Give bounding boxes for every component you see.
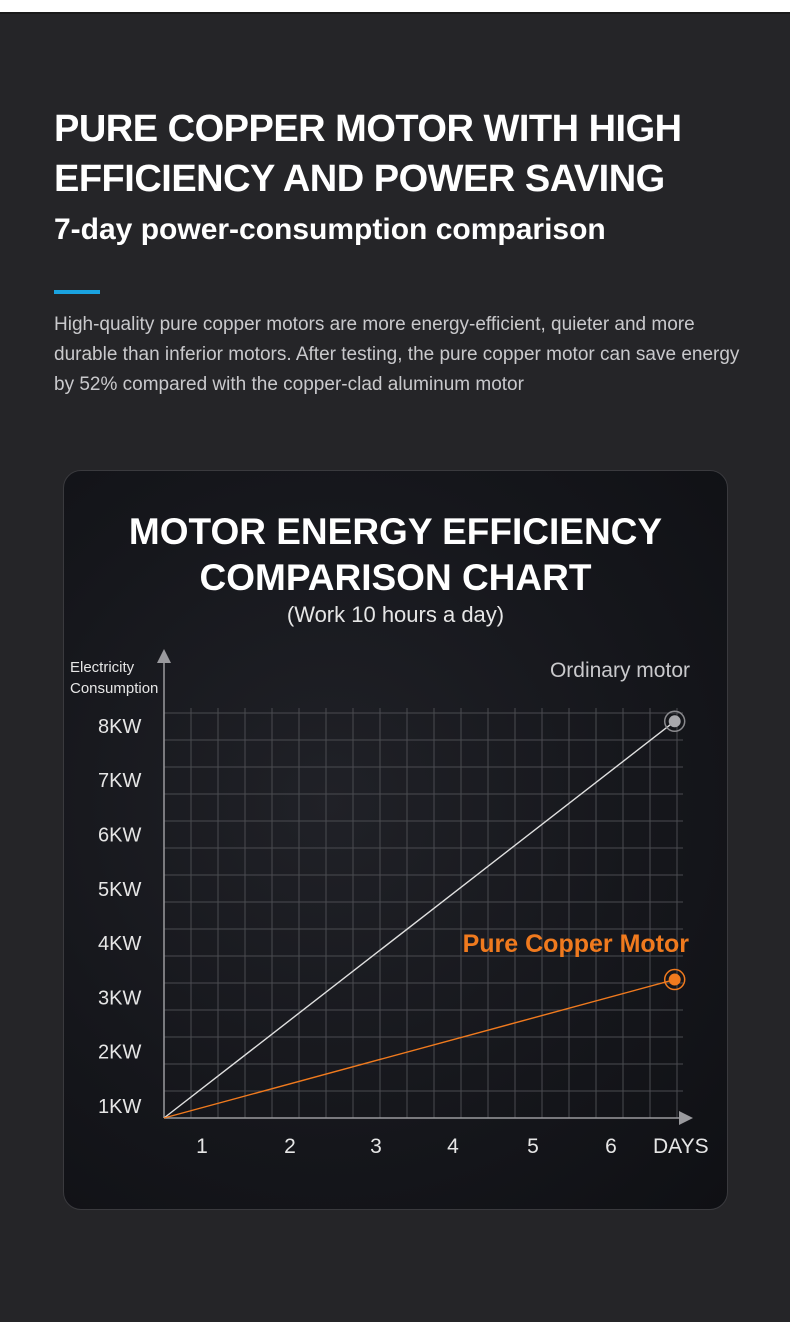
copper-motor-label: Pure Copper Motor — [463, 930, 690, 958]
description-text: High-quality pure copper motors are more… — [54, 314, 740, 395]
x-tick-label: 4 — [447, 1135, 459, 1158]
x-tick-label: 2 — [284, 1135, 296, 1158]
chart-card: MOTOR ENERGY EFFICIENCY COMPARISON CHART… — [63, 470, 728, 1210]
y-axis-arrow — [157, 649, 171, 663]
ordinary-motor-point-ring — [663, 710, 686, 733]
y-tick-label: 7KW — [98, 770, 141, 792]
energy-line-chart: Electricity Consumption 1KW 2KW 3KW 4KW 5KW 6KW… — [70, 649, 709, 1158]
y-tick-label: 3KW — [98, 987, 141, 1009]
chart-title: MOTOR ENERGY EFFICIENCY COMPARISON CHART — [128, 511, 663, 598]
accent-divider — [54, 290, 100, 294]
y-tick-label: 6KW — [98, 825, 141, 847]
x-tick-label: 5 — [527, 1135, 539, 1158]
chart-subtitle: (Work 10 hours a day) — [286, 602, 505, 627]
ordinary-motor-label: Ordinary motor — [550, 659, 690, 682]
y-axis-label: Consumption — [70, 680, 158, 697]
y-axis-label: Electricity — [70, 659, 135, 676]
y-tick-label: 1KW — [98, 1096, 141, 1118]
x-tick-label: 3 — [370, 1135, 382, 1158]
ordinary-motor-point — [668, 715, 681, 728]
top-border — [0, 0, 790, 14]
y-tick-label: 2KW — [98, 1042, 141, 1064]
page-subtitle: 7-day power-consumption comparison — [54, 213, 606, 246]
ordinary-motor-line — [163, 720, 676, 1119]
copper-motor-line — [163, 978, 675, 1119]
copper-motor-point-ring — [663, 968, 686, 991]
x-tick-label: 1 — [196, 1135, 208, 1158]
x-axis-arrow — [679, 1111, 693, 1125]
x-axis-label: DAYS — [653, 1135, 709, 1158]
x-tick-label: 6 — [605, 1135, 617, 1158]
y-tick-label: 4KW — [98, 933, 141, 955]
y-tick-label: 8KW — [98, 716, 141, 738]
copper-motor-point — [668, 973, 681, 986]
page-title: PURE COPPER MOTOR WITH HIGH EFFICIENCY A… — [54, 108, 682, 200]
y-tick-label: 5KW — [98, 879, 141, 901]
